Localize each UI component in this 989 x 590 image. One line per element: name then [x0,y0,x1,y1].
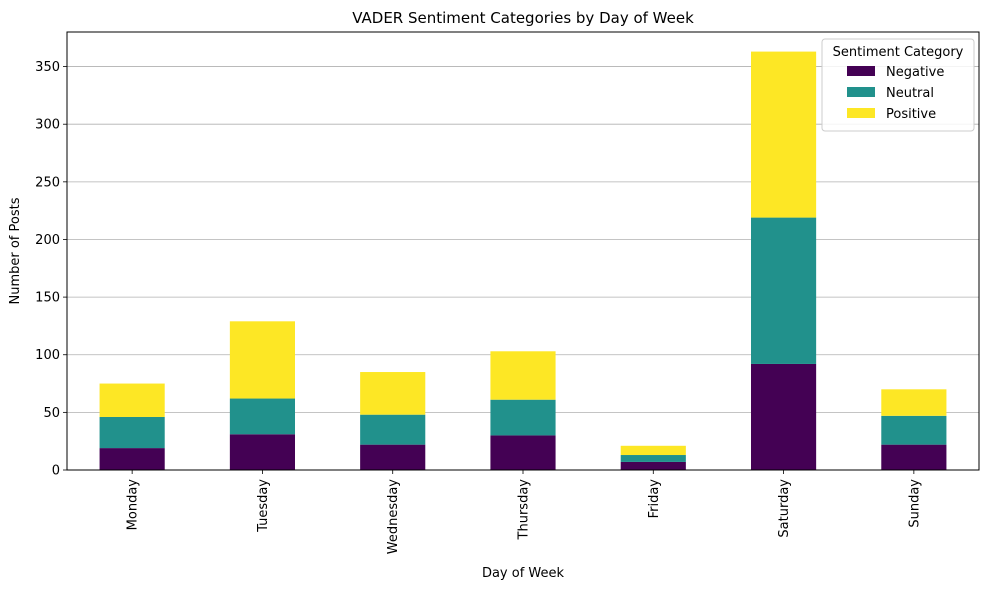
x-axis-label: Day of Week [482,566,565,581]
y-tick-label: 100 [35,348,60,363]
bar-negative-sunday [881,444,947,470]
y-tick-label: 250 [35,175,60,190]
bar-negative-tuesday [229,434,295,470]
bar-negative-saturday [751,363,817,470]
legend-swatch-neutral [847,87,875,97]
y-axis-label: Number of Posts [8,197,23,304]
bar-neutral-friday [620,455,686,462]
grid-lines [67,66,979,413]
legend-label-negative: Negative [886,65,944,80]
x-tick-label-saturday: Saturday [777,479,792,538]
bar-positive-friday [620,445,686,456]
chart-title: VADER Sentiment Categories by Day of Wee… [352,9,694,27]
bar-positive-thursday [490,351,556,400]
x-tick-label-friday: Friday [647,479,662,519]
y-tick-label: 200 [35,233,60,248]
bar-neutral-sunday [881,415,947,445]
bar-neutral-thursday [490,399,556,436]
y-tick-label: 350 [35,60,60,75]
bar-negative-wednesday [360,444,426,470]
axes: 0 50 100 150 200 250 300 350 Monday Tuesday Wednes… [35,31,980,555]
legend-swatch-positive [847,108,875,118]
x-tick-label-monday: Monday [126,479,141,531]
y-tick-label: 150 [35,291,60,306]
bars [99,51,947,470]
bar-neutral-monday [99,416,165,449]
bar-negative-friday [620,461,686,470]
y-tick-label: 300 [35,118,60,133]
bar-neutral-tuesday [229,398,295,435]
x-tick-label-thursday: Thursday [517,479,532,541]
legend-swatch-negative [847,66,875,76]
bar-neutral-saturday [751,217,817,364]
legend-label-neutral: Neutral [886,86,934,101]
bar-positive-monday [99,383,165,417]
legend-title: Sentiment Category [833,45,964,60]
y-tick-label: 50 [43,406,60,421]
legend: Sentiment Category Negative Neutral Positiv… [821,38,975,132]
bar-positive-sunday [881,389,947,416]
x-tick-label-wednesday: Wednesday [386,479,401,555]
bar-positive-tuesday [229,321,295,399]
legend-label-positive: Positive [886,107,936,122]
bar-negative-thursday [490,435,556,470]
bar-positive-wednesday [360,372,426,415]
bar-negative-monday [99,448,165,470]
bar-positive-saturday [751,51,817,218]
bar-neutral-wednesday [360,414,426,445]
y-tick-label: 0 [52,464,60,479]
x-tick-label-tuesday: Tuesday [256,479,271,533]
x-tick-label-sunday: Sunday [907,479,922,528]
